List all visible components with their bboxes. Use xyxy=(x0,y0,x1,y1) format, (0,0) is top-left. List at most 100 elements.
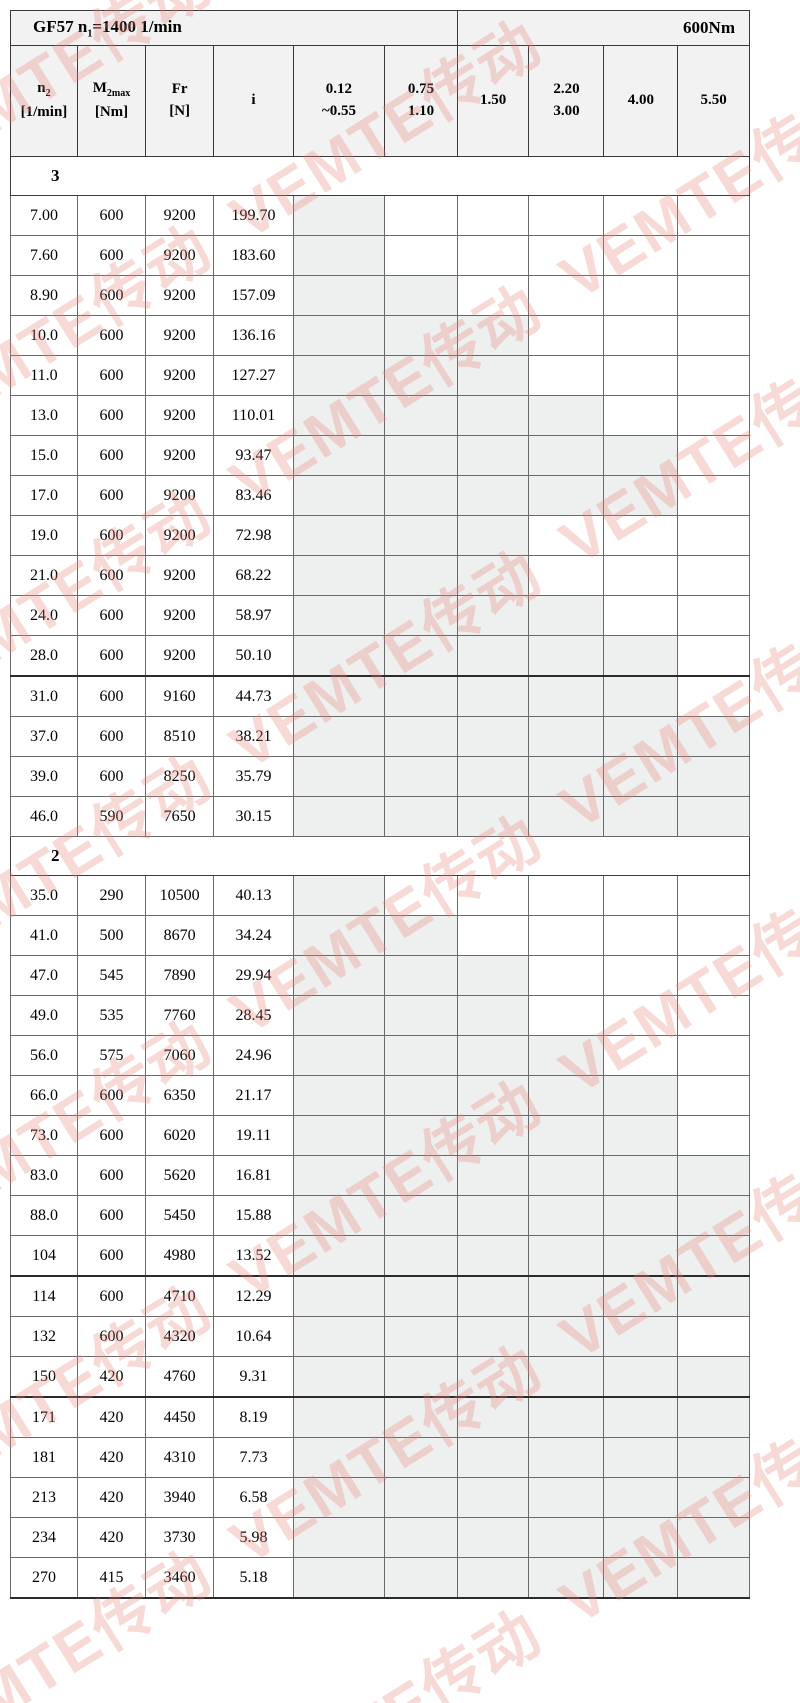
cell-power-4-empty[interactable] xyxy=(603,315,679,356)
cell-power-4-available[interactable] xyxy=(603,1396,679,1438)
cell-power-0-available[interactable] xyxy=(292,195,386,236)
cell-power-1-available[interactable] xyxy=(384,955,458,996)
cell-power-3-available[interactable] xyxy=(528,1316,605,1357)
cell-power-1-empty[interactable] xyxy=(384,195,458,236)
cell-power-0-available[interactable] xyxy=(292,315,386,356)
table-row[interactable]: 73.0 600 6020 19.11 xyxy=(10,1115,750,1156)
cell-power-1-available[interactable] xyxy=(384,435,458,476)
cell-power-2-available[interactable] xyxy=(456,1115,530,1156)
cell-power-4-empty[interactable] xyxy=(603,995,679,1036)
cell-power-5-empty[interactable] xyxy=(677,915,750,956)
cell-power-1-available[interactable] xyxy=(384,1275,458,1317)
cell-power-5-available[interactable] xyxy=(677,1195,750,1236)
table-row[interactable]: 39.0 600 8250 35.79 xyxy=(10,756,750,797)
table-row[interactable]: 11.0 600 9200 127.27 xyxy=(10,355,750,396)
cell-power-4-available[interactable] xyxy=(603,635,679,677)
cell-power-1-available[interactable] xyxy=(384,395,458,436)
table-row[interactable]: 24.0 600 9200 58.97 xyxy=(10,595,750,636)
cell-power-0-available[interactable] xyxy=(292,1275,386,1317)
cell-power-4-empty[interactable] xyxy=(603,395,679,436)
cell-power-2-available[interactable] xyxy=(456,675,530,717)
cell-power-3-empty[interactable] xyxy=(528,995,605,1036)
cell-power-0-available[interactable] xyxy=(292,1356,386,1398)
cell-power-3-available[interactable] xyxy=(528,1075,605,1116)
cell-power-2-available[interactable] xyxy=(456,1195,530,1236)
cell-power-1-available[interactable] xyxy=(384,1316,458,1357)
cell-power-2-empty[interactable] xyxy=(456,915,530,956)
cell-power-3-available[interactable] xyxy=(528,1356,605,1398)
table-row[interactable]: 37.0 600 8510 38.21 xyxy=(10,716,750,757)
cell-power-5-empty[interactable] xyxy=(677,595,750,636)
table-row[interactable]: 88.0 600 5450 15.88 xyxy=(10,1195,750,1236)
cell-power-5-available[interactable] xyxy=(677,1517,750,1558)
cell-power-0-available[interactable] xyxy=(292,1437,386,1478)
cell-power-4-available[interactable] xyxy=(603,1356,679,1398)
cell-power-5-available[interactable] xyxy=(677,1396,750,1438)
cell-power-1-available[interactable] xyxy=(384,1396,458,1438)
cell-power-1-available[interactable] xyxy=(384,1517,458,1558)
cell-power-5-available[interactable] xyxy=(677,1356,750,1398)
cell-power-3-available[interactable] xyxy=(528,1437,605,1478)
cell-power-2-available[interactable] xyxy=(456,595,530,636)
cell-power-1-available[interactable] xyxy=(384,1437,458,1478)
cell-power-0-available[interactable] xyxy=(292,635,386,677)
cell-power-1-available[interactable] xyxy=(384,1075,458,1116)
table-row[interactable]: 17.0 600 9200 83.46 xyxy=(10,475,750,516)
cell-power-3-available[interactable] xyxy=(528,756,605,797)
cell-power-3-empty[interactable] xyxy=(528,315,605,356)
cell-power-0-available[interactable] xyxy=(292,275,386,316)
cell-power-5-empty[interactable] xyxy=(677,515,750,556)
cell-power-4-empty[interactable] xyxy=(603,555,679,596)
cell-power-3-available[interactable] xyxy=(528,435,605,476)
cell-power-1-available[interactable] xyxy=(384,1356,458,1398)
cell-power-4-available[interactable] xyxy=(603,435,679,476)
cell-power-0-available[interactable] xyxy=(292,1477,386,1518)
cell-power-0-available[interactable] xyxy=(292,595,386,636)
cell-power-0-available[interactable] xyxy=(292,756,386,797)
cell-power-5-available[interactable] xyxy=(677,716,750,757)
cell-power-1-empty[interactable] xyxy=(384,235,458,276)
table-row[interactable]: 104 600 4980 13.52 xyxy=(10,1235,750,1277)
cell-power-2-available[interactable] xyxy=(456,1557,530,1599)
cell-power-1-available[interactable] xyxy=(384,555,458,596)
cell-power-5-empty[interactable] xyxy=(677,635,750,677)
cell-power-1-available[interactable] xyxy=(384,515,458,556)
cell-power-0-available[interactable] xyxy=(292,515,386,556)
cell-power-4-empty[interactable] xyxy=(603,915,679,956)
cell-power-2-available[interactable] xyxy=(456,1155,530,1196)
cell-power-1-available[interactable] xyxy=(384,1235,458,1277)
cell-power-5-empty[interactable] xyxy=(677,955,750,996)
cell-power-2-available[interactable] xyxy=(456,1235,530,1277)
cell-power-5-available[interactable] xyxy=(677,1155,750,1196)
cell-power-5-available[interactable] xyxy=(677,1235,750,1277)
cell-power-4-empty[interactable] xyxy=(603,875,679,916)
cell-power-2-available[interactable] xyxy=(456,1316,530,1357)
cell-power-2-available[interactable] xyxy=(456,635,530,677)
cell-power-0-available[interactable] xyxy=(292,1396,386,1438)
cell-power-2-available[interactable] xyxy=(456,1396,530,1438)
cell-power-3-available[interactable] xyxy=(528,1115,605,1156)
cell-power-5-empty[interactable] xyxy=(677,555,750,596)
cell-power-0-available[interactable] xyxy=(292,475,386,516)
cell-power-0-available[interactable] xyxy=(292,1235,386,1277)
cell-power-5-empty[interactable] xyxy=(677,435,750,476)
cell-power-5-empty[interactable] xyxy=(677,1115,750,1156)
cell-power-5-available[interactable] xyxy=(677,1437,750,1478)
cell-power-3-empty[interactable] xyxy=(528,355,605,396)
cell-power-4-available[interactable] xyxy=(603,1275,679,1317)
cell-power-4-available[interactable] xyxy=(603,1557,679,1599)
cell-power-3-available[interactable] xyxy=(528,1235,605,1277)
cell-power-5-empty[interactable] xyxy=(677,275,750,316)
table-row[interactable]: 7.60 600 9200 183.60 xyxy=(10,235,750,276)
cell-power-3-empty[interactable] xyxy=(528,875,605,916)
cell-power-2-available[interactable] xyxy=(456,355,530,396)
cell-power-0-available[interactable] xyxy=(292,875,386,916)
table-row[interactable]: 150 420 4760 9.31 xyxy=(10,1356,750,1398)
cell-power-4-empty[interactable] xyxy=(603,955,679,996)
cell-power-1-available[interactable] xyxy=(384,595,458,636)
cell-power-4-available[interactable] xyxy=(603,756,679,797)
cell-power-4-empty[interactable] xyxy=(603,1035,679,1076)
cell-power-2-available[interactable] xyxy=(456,716,530,757)
cell-power-0-available[interactable] xyxy=(292,1557,386,1599)
cell-power-0-available[interactable] xyxy=(292,716,386,757)
